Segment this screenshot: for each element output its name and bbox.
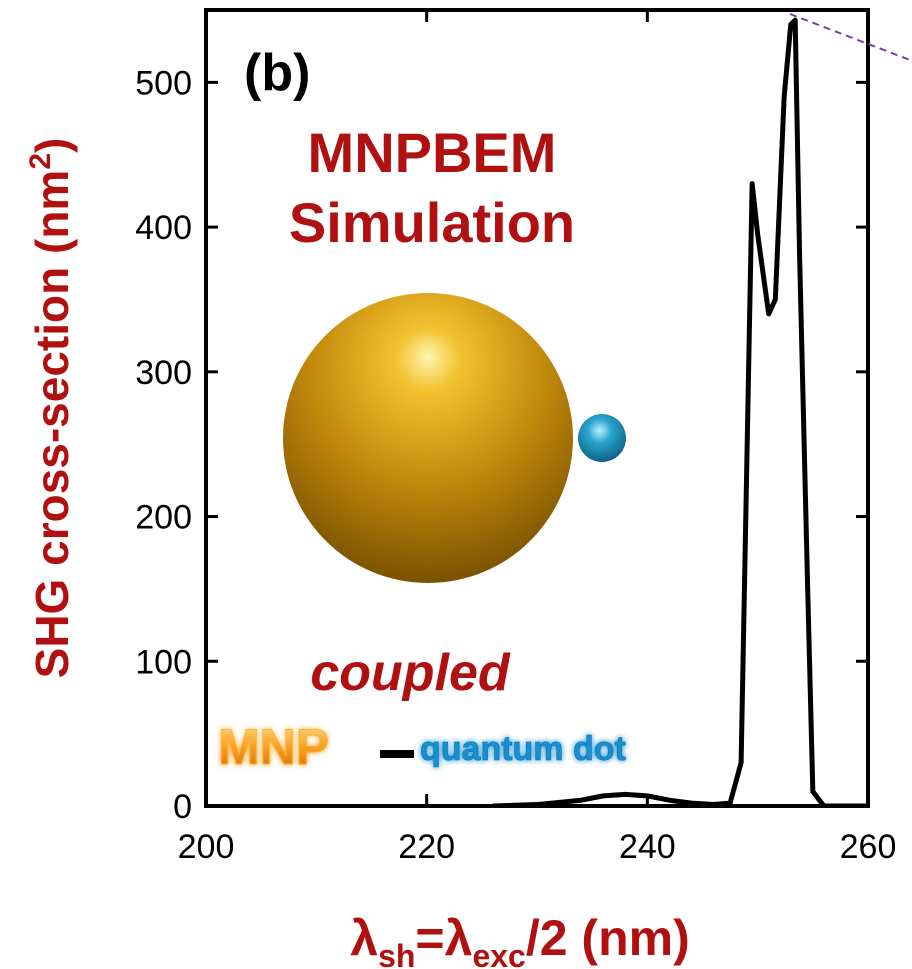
- y-axis-label: SHG cross-section (nm2): [24, 138, 78, 679]
- y-tick-label: 100: [135, 643, 192, 681]
- y-axis-label-sup: 2: [24, 153, 57, 170]
- x-tick-label: 240: [619, 828, 676, 866]
- panel-label: (b): [244, 44, 310, 102]
- annotation-coupled: coupled: [310, 644, 511, 702]
- series-line: [492, 17, 868, 806]
- metal-nanoparticle-sphere: [283, 293, 573, 583]
- inset-illustration: [283, 293, 626, 583]
- annotation-dash: [380, 750, 414, 758]
- x-axis-label: λsh=λexc/2 (nm): [350, 910, 689, 969]
- y-tick-label: 300: [135, 354, 192, 392]
- y-tick-label: 500: [135, 64, 192, 102]
- chart-title-line-2: Simulation: [289, 191, 575, 254]
- x-tick-label: 260: [840, 828, 897, 866]
- quantum-dot-sphere: [578, 414, 626, 462]
- x-tick-label: 200: [178, 828, 235, 866]
- y-tick-label: 200: [135, 499, 192, 537]
- annotation-quantum-dot: quantum dot: [420, 730, 626, 768]
- y-tick-label: 400: [135, 209, 192, 247]
- reference-dashed-line: [789, 13, 911, 61]
- y-tick-label: 0: [173, 788, 192, 826]
- chart-title-line-1: MNPBEM: [308, 121, 557, 184]
- x-tick-label: 220: [398, 828, 455, 866]
- annotation-mnp: MNP: [218, 719, 329, 775]
- x-axis: 200 220 240 260: [178, 10, 897, 866]
